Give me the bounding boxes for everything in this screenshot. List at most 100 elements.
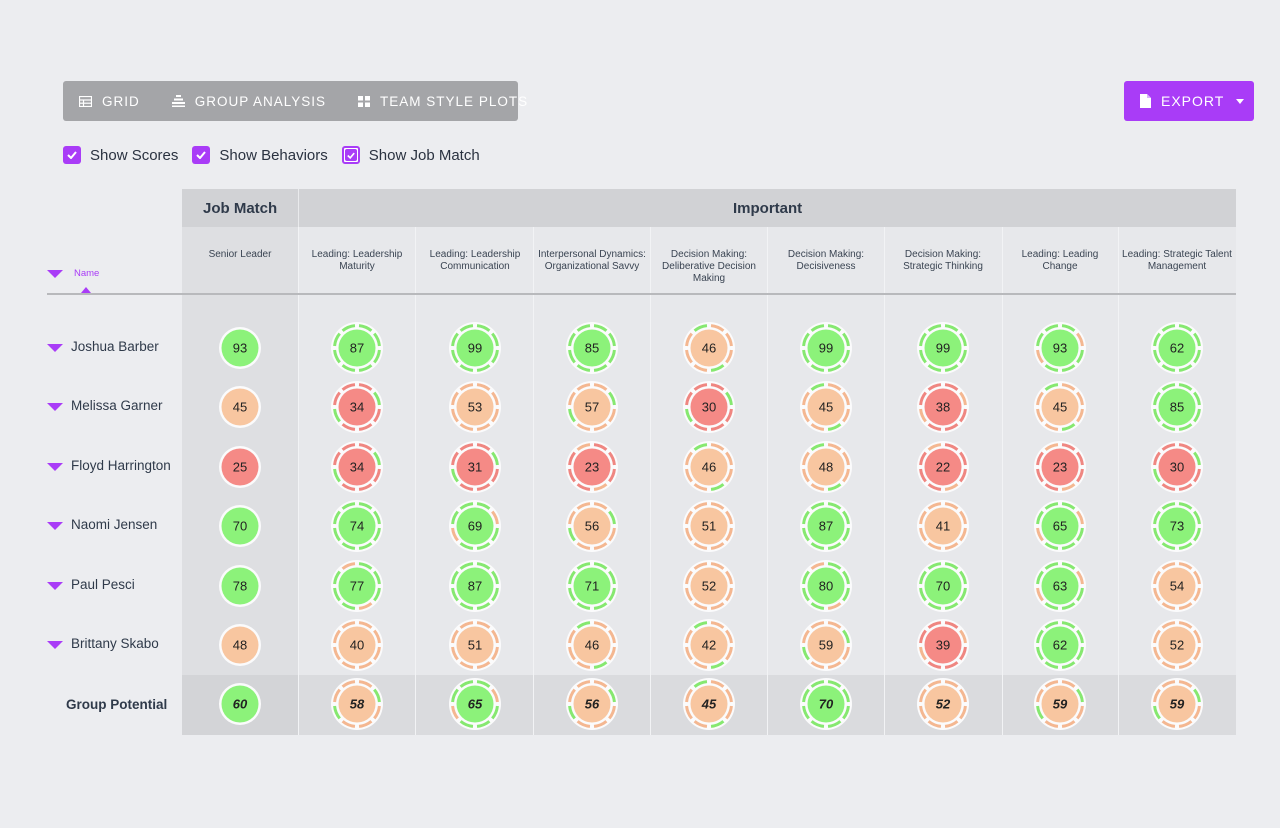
score-badge[interactable]: 70: [212, 498, 268, 554]
column-header[interactable]: Leading: Leading Change: [1021, 249, 1099, 272]
score-badge[interactable]: 22: [915, 439, 971, 495]
score-ring-segment: [1161, 720, 1176, 728]
column-header[interactable]: Senior Leader: [208, 249, 272, 260]
score-badge[interactable]: 56: [564, 498, 620, 554]
expand-row-icon[interactable]: [47, 343, 63, 352]
score-badge[interactable]: 56: [564, 676, 620, 732]
score-ring-segment: [459, 542, 474, 550]
score-badge[interactable]: 46: [681, 439, 737, 495]
expand-row-icon[interactable]: [47, 640, 63, 649]
score-badge[interactable]: 70: [915, 558, 971, 614]
score-badge[interactable]: 45: [212, 379, 268, 435]
column-header[interactable]: Leading: Leadership Communication: [429, 249, 521, 272]
score-badge[interactable]: 65: [447, 676, 503, 732]
row-name[interactable]: Melissa Garner: [47, 398, 163, 413]
expand-row-icon[interactable]: [47, 521, 63, 530]
score-value: 34: [350, 460, 364, 475]
row-name[interactable]: Naomi Jensen: [47, 517, 157, 532]
export-button[interactable]: EXPORT: [1124, 81, 1254, 121]
score-badge[interactable]: 45: [681, 676, 737, 732]
column-header[interactable]: Leading: Strategic Talent Management: [1122, 249, 1232, 272]
score-badge[interactable]: 40: [329, 617, 385, 673]
expand-row-icon[interactable]: [47, 402, 63, 411]
score-badge[interactable]: 80: [798, 558, 854, 614]
row-name[interactable]: Paul Pesci: [47, 577, 135, 592]
column-header[interactable]: Interpersonal Dynamics: Organizational S…: [538, 249, 646, 272]
score-badge[interactable]: 99: [447, 320, 503, 376]
show-scores-checkbox[interactable]: Show Scores: [63, 146, 178, 164]
score-badge[interactable]: 65: [1032, 498, 1088, 554]
score-fill: [456, 388, 494, 426]
score-badge[interactable]: 87: [447, 558, 503, 614]
score-fill: [690, 685, 728, 723]
score-badge[interactable]: 78: [212, 558, 268, 614]
score-badge[interactable]: 41: [915, 498, 971, 554]
score-badge[interactable]: 59: [798, 617, 854, 673]
name-column-header[interactable]: Name: [74, 268, 100, 279]
score-badge[interactable]: 51: [447, 617, 503, 673]
column-header[interactable]: Decision Making: Decisiveness: [787, 249, 865, 272]
score-badge[interactable]: 46: [564, 617, 620, 673]
score-badge[interactable]: 54: [1149, 558, 1205, 614]
tab-team-style-plots[interactable]: TEAM STYLE PLOTS: [358, 94, 528, 109]
score-badge[interactable]: 34: [329, 379, 385, 435]
score-badge[interactable]: 59: [1149, 676, 1205, 732]
tab-grid[interactable]: GRID: [79, 94, 140, 109]
score-badge[interactable]: 45: [1032, 379, 1088, 435]
score-badge[interactable]: 30: [681, 379, 737, 435]
row-name[interactable]: Brittany Skabo: [47, 636, 159, 651]
score-badge[interactable]: 63: [1032, 558, 1088, 614]
column-header[interactable]: Decision Making: Strategic Thinking: [903, 249, 983, 272]
row-name[interactable]: Joshua Barber: [47, 339, 159, 354]
score-badge[interactable]: 31: [447, 439, 503, 495]
score-badge[interactable]: 69: [447, 498, 503, 554]
score-badge[interactable]: 73: [1149, 498, 1205, 554]
score-badge[interactable]: 23: [1032, 439, 1088, 495]
score-badge[interactable]: 85: [564, 320, 620, 376]
sort-up-icon[interactable]: [81, 287, 91, 293]
score-badge[interactable]: 62: [1149, 320, 1205, 376]
score-badge[interactable]: 60: [212, 676, 268, 732]
score-badge[interactable]: 45: [798, 379, 854, 435]
score-badge[interactable]: 77: [329, 558, 385, 614]
expand-row-icon[interactable]: [47, 581, 63, 590]
score-badge[interactable]: 38: [915, 379, 971, 435]
score-badge[interactable]: 25: [212, 439, 268, 495]
score-badge[interactable]: 46: [681, 320, 737, 376]
score-badge[interactable]: 87: [329, 320, 385, 376]
score-badge[interactable]: 39: [915, 617, 971, 673]
score-badge[interactable]: 48: [212, 617, 268, 673]
score-badge[interactable]: 74: [329, 498, 385, 554]
show-job-match-checkbox[interactable]: Show Job Match: [341, 146, 480, 164]
score-badge[interactable]: 51: [681, 498, 737, 554]
score-badge[interactable]: 99: [798, 320, 854, 376]
score-badge[interactable]: 23: [564, 439, 620, 495]
score-badge[interactable]: 99: [915, 320, 971, 376]
score-badge[interactable]: 53: [447, 379, 503, 435]
tab-group-analysis[interactable]: GROUP ANALYSIS: [171, 94, 326, 109]
score-badge[interactable]: 34: [329, 439, 385, 495]
score-badge[interactable]: 71: [564, 558, 620, 614]
score-badge[interactable]: 52: [915, 676, 971, 732]
score-badge[interactable]: 48: [798, 439, 854, 495]
score-badge[interactable]: 70: [798, 676, 854, 732]
sort-down-icon[interactable]: [47, 270, 63, 278]
expand-row-icon[interactable]: [47, 462, 63, 471]
score-badge[interactable]: 52: [1149, 617, 1205, 673]
score-badge[interactable]: 57: [564, 379, 620, 435]
score-badge[interactable]: 52: [681, 558, 737, 614]
score-ring-segment: [358, 661, 373, 669]
score-badge[interactable]: 42: [681, 617, 737, 673]
score-badge[interactable]: 85: [1149, 379, 1205, 435]
column-header[interactable]: Leading: Leadership Maturity: [311, 249, 403, 272]
score-badge[interactable]: 30: [1149, 439, 1205, 495]
column-header[interactable]: Decision Making: Deliberative Decision M…: [662, 249, 756, 284]
score-badge[interactable]: 93: [212, 320, 268, 376]
score-badge[interactable]: 93: [1032, 320, 1088, 376]
score-badge[interactable]: 59: [1032, 676, 1088, 732]
score-badge[interactable]: 58: [329, 676, 385, 732]
score-badge[interactable]: 87: [798, 498, 854, 554]
show-behaviors-checkbox[interactable]: Show Behaviors: [192, 146, 328, 164]
score-badge[interactable]: 62: [1032, 617, 1088, 673]
row-name[interactable]: Floyd Harrington: [47, 458, 171, 473]
